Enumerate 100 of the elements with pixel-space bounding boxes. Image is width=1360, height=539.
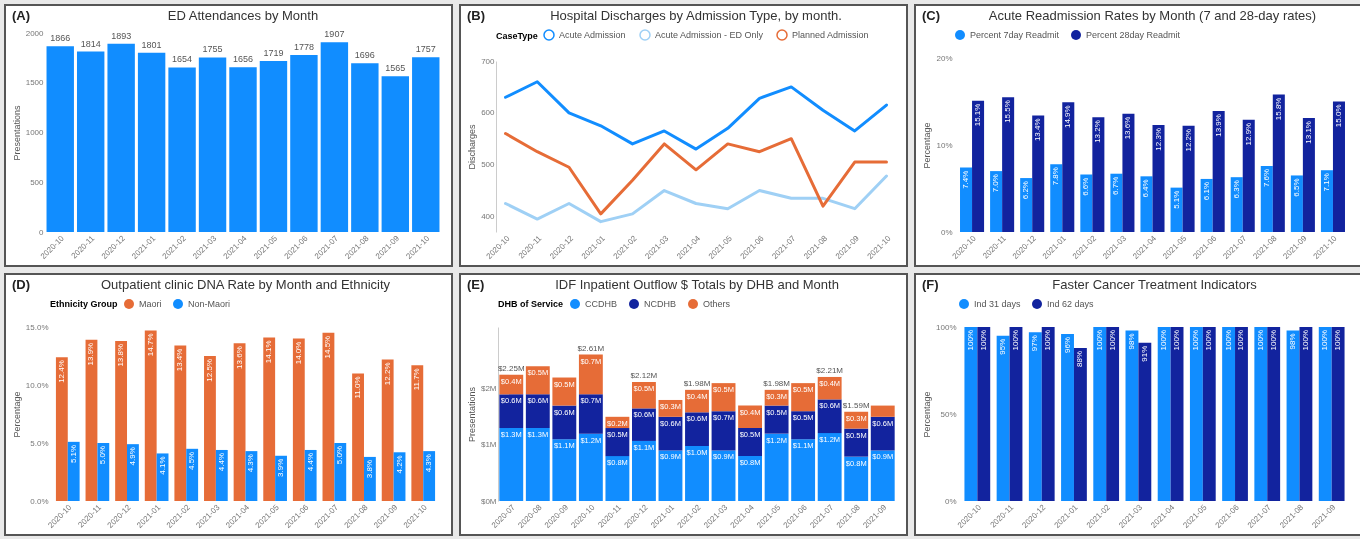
data-label: 1893 [111,30,132,41]
y-tick-label: 100% [936,322,957,332]
bar [233,343,246,501]
bar [46,46,74,232]
data-label: 12.2% [1183,128,1193,152]
bar [658,450,683,501]
data-label: 7.6% [1261,168,1271,188]
legend-label: Maori [139,299,162,309]
y-tick-label: $1M [480,440,497,450]
y-tick-label: 20% [936,53,953,63]
bar [1182,125,1195,232]
bar [1260,165,1273,232]
bar [711,450,736,501]
bar [870,405,895,417]
bar [1122,113,1135,232]
data-label: 100% [1236,330,1246,351]
bar [215,449,228,501]
bar [1302,118,1315,232]
bar [292,338,305,501]
data-label: 13.4% [175,348,185,372]
data-label: 7.8% [1051,167,1061,186]
bar [76,51,105,232]
data-label: 13.9% [86,342,96,366]
bar [67,441,80,501]
data-label: 1755 [202,44,223,55]
legend-label: Percent 7day Readmit [970,30,1060,40]
bar [1332,101,1345,232]
data-label: 13.2% [1093,120,1103,143]
bar [168,67,196,232]
y-tick-label: 2000 [25,28,45,38]
data-label: 11.0% [353,376,363,399]
data-label: 4.4% [305,452,315,472]
total-label: $2.12M [630,371,658,381]
data-label: 95% [998,338,1008,355]
y-axis-title: Discharges [467,124,478,170]
data-label: 100% [1191,330,1201,351]
data-label: 5.0% [98,446,108,465]
data-label: 100% [1043,330,1053,351]
bar [1320,170,1333,232]
line-series [504,80,888,151]
bar [411,365,424,501]
data-label: 1801 [141,39,162,50]
total-label: $2.21M [816,365,844,375]
data-label: 100% [1159,330,1169,351]
data-label: 6.3% [1231,180,1241,199]
chart-title: ED Attendances by Month [167,8,319,23]
data-label: 4.1% [157,456,167,475]
total-label: $1.59M [842,400,870,410]
legend-label: Planned Admission [792,30,869,40]
bar [499,394,524,429]
total-label: $2.61M [577,343,605,353]
bar [290,55,318,232]
data-label: 15.1% [973,103,983,127]
data-label: 4.3% [246,454,256,473]
chart-title: Outpatient clinic DNA Rate by Month and Ethnicity [100,277,391,292]
bar [1110,173,1123,232]
bar [525,394,550,429]
bar [351,63,379,232]
data-label: 100% [978,330,988,351]
y-tick-label: 500 [30,177,45,187]
bar [423,451,436,501]
bar [1290,175,1303,232]
bar [972,100,985,232]
data-label: 6.6% [1081,177,1091,196]
bar [115,340,128,501]
data-label: 1654 [172,54,193,65]
legend-label: Ind 62 days [1047,299,1095,309]
bar [844,456,869,501]
data-label: 98% [1288,333,1298,350]
data-label: 12.9% [1243,122,1253,146]
legend-label: Acute Admission - ED Only [655,30,764,40]
bar [263,337,276,501]
data-label: 4.2% [394,455,404,474]
data-label: 1696 [354,50,375,61]
bar [1152,124,1165,232]
y-tick-label: 400 [481,211,496,221]
data-label: 97% [1030,335,1040,352]
data-label: 13.6% [234,346,244,369]
bar [381,359,394,501]
data-label: 100% [1333,330,1343,351]
data-label: 15.5% [1003,100,1013,123]
y-tick-label: $2M [480,384,497,394]
data-label: 98% [1126,333,1136,350]
bar [97,443,110,501]
y-axis-title: Percentage [922,391,933,438]
legend-label: Non-Maori [188,299,231,309]
y-tick-label: 5.0% [30,438,49,448]
legend-title: DHB of Service [498,299,564,309]
y-tick-label: 1500 [25,78,45,88]
data-label: 13.6% [1123,116,1133,140]
data-label: 100% [1094,330,1104,351]
total-label: $1.98M [763,378,791,388]
data-label: 1866 [50,33,71,44]
data-label: 15.0% [1333,104,1343,128]
y-tick-label: 15.0% [25,322,49,332]
bar [1272,94,1285,232]
data-label: 12.3% [1153,127,1163,151]
legend-label: CCDHB [585,299,618,309]
y-tick-label: 10.0% [25,380,49,390]
y-tick-label: 1000 [25,128,45,137]
